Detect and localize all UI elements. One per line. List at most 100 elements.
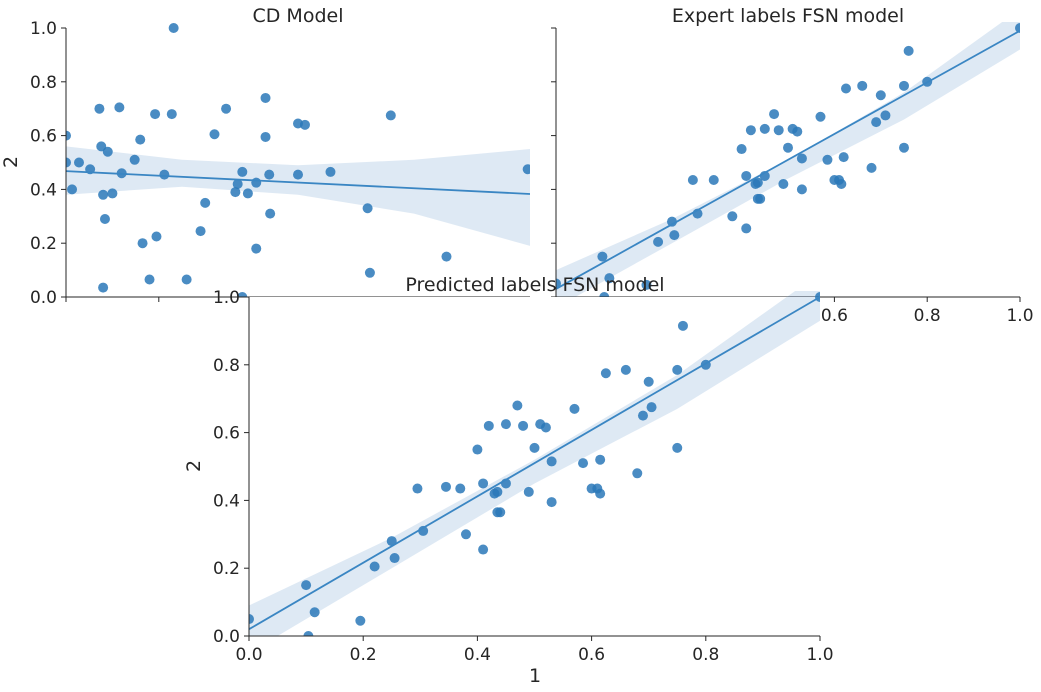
data-point — [736, 144, 747, 155]
data-point — [299, 119, 310, 130]
data-point — [871, 117, 882, 128]
data-point — [355, 615, 366, 626]
data-point — [783, 142, 793, 153]
data-point — [838, 152, 849, 163]
y-tick-label: 1.0 — [213, 288, 240, 308]
data-point — [866, 162, 877, 173]
data-point — [181, 274, 192, 285]
data-point — [677, 320, 688, 331]
data-point — [759, 123, 770, 134]
x-axis-label: 1 — [529, 665, 541, 687]
panel-title: CD Model — [253, 5, 344, 27]
x-tick-label: 1.0 — [806, 645, 833, 665]
data-point — [440, 481, 451, 492]
data-point — [569, 403, 580, 414]
data-point — [260, 131, 271, 142]
x-tick-label: 1.0 — [1006, 306, 1033, 326]
data-point — [632, 468, 643, 479]
data-point — [815, 111, 826, 122]
data-point — [66, 157, 71, 168]
data-point — [672, 364, 683, 375]
data-point — [500, 419, 511, 430]
expert-labels-panel: 0.6 0.8 1.0 Expert labels FSN model — [551, 5, 1034, 326]
data-point — [150, 109, 161, 120]
data-point — [792, 126, 803, 137]
data-point — [251, 243, 262, 254]
data-point — [540, 422, 551, 433]
data-point — [523, 486, 534, 497]
data-point — [364, 267, 375, 278]
data-point — [114, 102, 125, 113]
x-tick-label: 0.2 — [350, 645, 377, 665]
data-point — [472, 444, 483, 455]
data-point — [600, 368, 611, 379]
data-point — [637, 410, 648, 421]
data-point — [880, 110, 891, 121]
data-point — [641, 279, 652, 290]
data-point — [595, 488, 606, 499]
data-point — [389, 553, 400, 564]
data-point — [745, 125, 756, 136]
data-point — [168, 23, 179, 33]
data-point — [232, 179, 243, 190]
y-axis-label: 2 — [183, 460, 205, 472]
panel-title: Predicted labels FSN model — [405, 274, 664, 296]
data-point — [646, 402, 657, 413]
data-point — [796, 184, 807, 195]
data-point — [599, 292, 610, 297]
data-point — [107, 188, 118, 199]
data-point — [653, 236, 664, 247]
y-tick-label: 0.4 — [30, 180, 57, 200]
y-axis-label: 2 — [0, 156, 22, 168]
data-point — [546, 456, 557, 467]
data-point — [483, 420, 494, 431]
y-tick-label: 0.6 — [213, 424, 240, 444]
data-point — [903, 45, 914, 56]
data-point — [460, 529, 471, 540]
data-point — [687, 174, 698, 185]
data-point — [773, 125, 784, 136]
data-point — [209, 129, 220, 140]
data-point — [752, 177, 763, 188]
data-point — [264, 169, 275, 180]
data-point — [385, 110, 396, 121]
data-point — [265, 208, 276, 219]
y-tick-label: 1.0 — [30, 19, 57, 39]
y-tick-label: 0.8 — [30, 73, 57, 93]
cd-model-panel: 0.0 0.2 0.4 0.6 0.8 1.0 CD Model 2 — [0, 5, 531, 308]
data-point — [546, 497, 557, 508]
data-point — [620, 364, 631, 375]
regression-line — [249, 296, 820, 630]
data-point — [98, 189, 109, 200]
regression-line — [66, 170, 530, 195]
x-tick-label: 0.6 — [821, 306, 848, 326]
x-tick-label: 0.8 — [692, 645, 719, 665]
data-point — [522, 164, 530, 175]
data-point — [137, 238, 148, 249]
data-point — [597, 251, 608, 262]
y-tick-label: 0.2 — [30, 234, 57, 254]
data-point — [595, 454, 606, 465]
data-point — [151, 231, 162, 242]
data-point — [293, 169, 303, 180]
data-point — [200, 197, 211, 208]
data-point — [529, 442, 540, 453]
data-point — [144, 274, 155, 285]
data-point — [362, 203, 373, 214]
data-point — [303, 631, 314, 636]
data-point — [512, 400, 523, 411]
plot-area — [556, 22, 1020, 297]
data-point — [667, 216, 677, 227]
data-point — [166, 109, 177, 120]
data-point — [221, 103, 232, 114]
confidence-band — [556, 22, 1020, 297]
data-point — [778, 179, 789, 190]
data-point — [857, 80, 868, 91]
data-point — [741, 223, 752, 234]
data-point — [492, 486, 503, 497]
y-tick-label: 0.0 — [213, 627, 240, 647]
data-point — [455, 483, 466, 494]
data-point — [99, 213, 110, 224]
data-point — [237, 292, 248, 297]
data-point — [260, 92, 271, 103]
